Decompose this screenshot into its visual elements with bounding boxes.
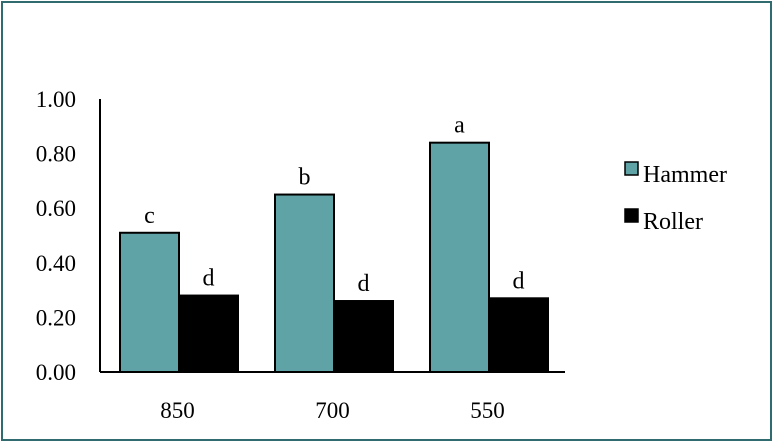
legend-label-roller: Roller xyxy=(643,209,703,235)
bar-roller xyxy=(488,297,549,374)
bar-annotation: d xyxy=(513,268,525,294)
bar-annotation: d xyxy=(358,271,370,297)
bar-hammer xyxy=(274,193,335,373)
bar-roller xyxy=(178,294,239,373)
bar-annotation: a xyxy=(454,113,465,139)
bar-annotation: c xyxy=(144,203,155,229)
y-tick-label: 1.00 xyxy=(36,87,76,112)
bar-annotation: b xyxy=(299,165,311,191)
chart-legend: Hammer Roller xyxy=(624,161,727,235)
legend-label-hammer: Hammer xyxy=(643,162,727,188)
bar-hammer xyxy=(119,231,180,373)
bar-annotation: d xyxy=(203,266,215,292)
y-tick-label: 0.60 xyxy=(36,196,76,221)
x-tick-label: 700 xyxy=(315,398,350,423)
legend-swatch-roller xyxy=(624,208,639,223)
x-tick-label: 850 xyxy=(160,398,195,423)
y-tick-label: 0.80 xyxy=(36,142,76,167)
y-tick-label: 0.20 xyxy=(36,305,76,330)
legend-swatch-hammer xyxy=(624,161,639,176)
chart-bars: c b a d d d xyxy=(119,113,549,374)
x-tick-label: 550 xyxy=(470,398,505,423)
y-tick-label: 0.00 xyxy=(36,360,76,385)
bar-hammer xyxy=(429,141,490,373)
bar-roller xyxy=(333,300,394,373)
y-tick-label: 0.40 xyxy=(36,251,76,276)
